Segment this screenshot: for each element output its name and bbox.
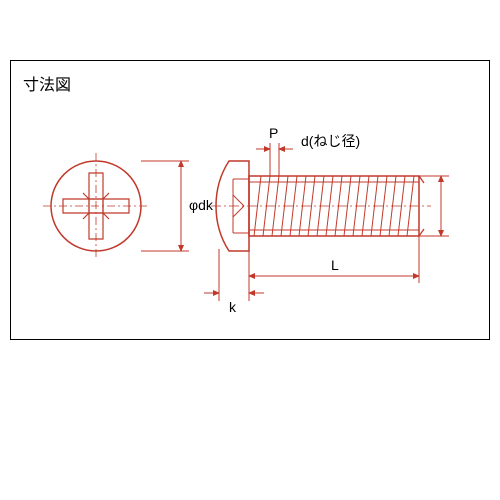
label-phi-dk: φdk xyxy=(189,197,213,213)
label-k: k xyxy=(229,299,236,315)
front-view xyxy=(43,153,149,259)
dim-k xyxy=(204,249,264,301)
diagram-title: 寸法図 xyxy=(23,71,71,95)
dim-phi-dk xyxy=(141,161,189,251)
diagram-svg xyxy=(11,61,491,341)
diagram-frame: 寸法図 xyxy=(10,60,490,340)
label-P: P xyxy=(269,125,278,141)
label-d: d(ねじ径) xyxy=(301,131,360,151)
side-view xyxy=(211,161,431,251)
dim-P xyxy=(256,143,293,176)
label-L: L xyxy=(331,257,339,273)
